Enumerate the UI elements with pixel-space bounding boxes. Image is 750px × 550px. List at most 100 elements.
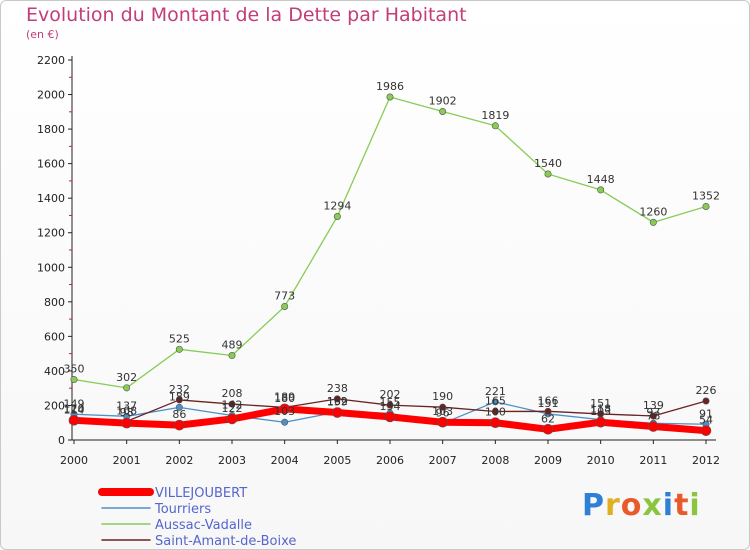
data-point [439, 403, 447, 411]
data-label: 120 [64, 402, 85, 415]
data-label: 489 [222, 339, 243, 352]
data-point [175, 396, 183, 404]
legend-label: Aussac-Vadalle [155, 518, 252, 533]
data-point [386, 401, 394, 409]
y-tick-label: 600 [44, 330, 65, 343]
data-label: 302 [116, 371, 137, 384]
data-label: 162 [327, 395, 348, 408]
x-tick-label: 2011 [639, 454, 667, 467]
y-tick-label: 1800 [37, 123, 65, 136]
data-point [70, 376, 78, 384]
proxiti-logo: Proxiti [582, 488, 701, 523]
data-label: 166 [538, 394, 559, 407]
data-point [332, 407, 343, 418]
y-tick-label: 400 [44, 365, 65, 378]
data-label: 1448 [587, 173, 615, 186]
data-label: 189 [169, 390, 190, 403]
data-label: 155 [380, 396, 401, 409]
data-point [542, 423, 554, 435]
data-label: 159 [327, 396, 348, 409]
legend-label: VILLEJOUBERT [155, 486, 247, 501]
data-point [437, 416, 448, 428]
data-label: 91 [699, 407, 713, 420]
data-point [544, 407, 552, 415]
data-label: 189 [274, 390, 295, 403]
data-label: 151 [538, 397, 559, 410]
data-label: 232 [169, 383, 190, 396]
y-tick-label: 1600 [37, 158, 65, 171]
data-point [491, 398, 499, 406]
data-point [439, 107, 447, 115]
data-point [175, 345, 183, 353]
data-point [597, 186, 605, 194]
chart-unit: (en €) [26, 28, 59, 41]
data-label: 122 [222, 402, 243, 415]
y-tick-label: 2200 [37, 54, 65, 67]
data-label: 98 [120, 406, 134, 419]
x-tick-label: 2009 [534, 454, 562, 467]
data-point [333, 395, 341, 403]
data-point [702, 397, 710, 405]
data-point [700, 425, 712, 436]
y-tick-label: 800 [44, 296, 65, 309]
data-label: 1986 [376, 80, 404, 93]
legend: VILLEJOUBERTTourriersAussac-VadalleSaint… [98, 486, 296, 549]
data-label: 142 [222, 398, 243, 411]
data-point [228, 352, 236, 360]
data-label: 165 [485, 395, 506, 408]
data-point [279, 403, 290, 415]
chart-title: Evolution du Montant de la Dette par Hab… [26, 4, 467, 26]
data-label: 350 [64, 363, 85, 376]
data-label: 180 [274, 392, 295, 405]
data-label: 97 [646, 406, 660, 419]
data-label: 1294 [323, 199, 351, 212]
x-tick-label: 2008 [481, 454, 509, 467]
data-point [228, 400, 236, 408]
series-lines [68, 93, 712, 436]
data-label: 96 [436, 406, 450, 419]
x-tick-label: 2000 [60, 454, 88, 467]
data-label: 108 [116, 404, 137, 417]
data-label: 151 [590, 397, 611, 410]
data-point [491, 407, 499, 415]
y-tick-label: 0 [58, 434, 65, 447]
data-point [281, 302, 289, 310]
y-tick-label: 2000 [37, 89, 65, 102]
y-tick-label: 1400 [37, 192, 65, 205]
data-point [175, 403, 183, 411]
x-tick-label: 2003 [218, 454, 246, 467]
data-label: 226 [696, 384, 717, 397]
data-label: 118 [590, 403, 611, 416]
data-label: 208 [222, 387, 243, 400]
x-tick-label: 2006 [376, 454, 404, 467]
data-label: 103 [432, 405, 453, 418]
data-label: 86 [172, 408, 186, 421]
data-point [123, 384, 131, 392]
data-point [649, 218, 657, 226]
y-tick-label: 1200 [37, 227, 65, 240]
data-label: 62 [541, 412, 555, 425]
x-tick-label: 2012 [692, 454, 720, 467]
legend-label: Saint-Amant-de-Boixe [155, 534, 296, 549]
data-label: 221 [485, 385, 506, 398]
data-label: 525 [169, 332, 190, 345]
x-tick-label: 2001 [113, 454, 141, 467]
data-point [490, 417, 501, 429]
data-point [649, 412, 657, 420]
data-label: 1540 [534, 157, 562, 170]
data-point [384, 411, 396, 423]
x-tick-label: 2005 [323, 454, 351, 467]
x-tick-label: 2010 [587, 454, 615, 467]
data-label: 773 [274, 289, 295, 302]
data-point [121, 417, 132, 429]
data-point [174, 419, 185, 431]
data-label: 202 [380, 388, 401, 401]
y-tick-label: 1000 [37, 261, 65, 274]
data-label: 103 [274, 405, 295, 418]
data-point [491, 122, 499, 130]
y-tick-label: 200 [44, 399, 65, 412]
data-point [648, 421, 659, 432]
data-point [226, 413, 238, 425]
data-point [386, 93, 394, 101]
